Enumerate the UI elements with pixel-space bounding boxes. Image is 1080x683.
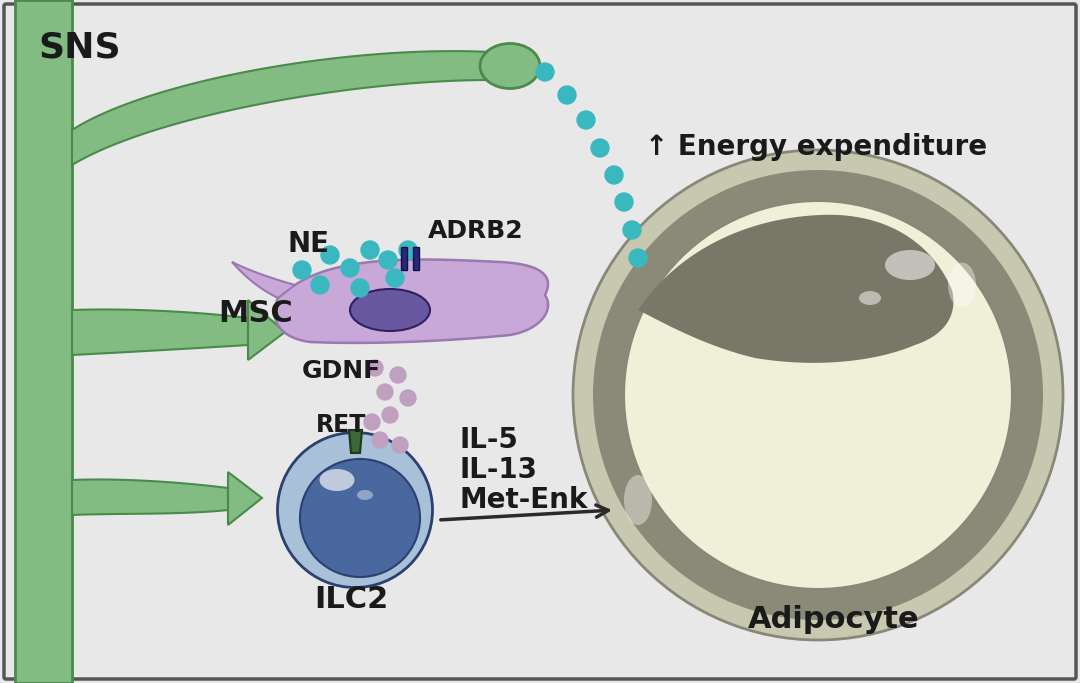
FancyArrowPatch shape [441, 505, 608, 520]
Ellipse shape [624, 201, 1012, 589]
Circle shape [386, 269, 404, 287]
Polygon shape [15, 0, 72, 683]
Ellipse shape [350, 289, 430, 331]
Text: MSC: MSC [218, 299, 293, 328]
Circle shape [382, 407, 399, 423]
Circle shape [377, 384, 393, 400]
Ellipse shape [300, 459, 420, 577]
Polygon shape [72, 309, 248, 355]
Circle shape [379, 251, 397, 269]
Circle shape [399, 241, 417, 259]
Ellipse shape [624, 475, 652, 525]
Circle shape [372, 432, 388, 448]
Circle shape [605, 166, 623, 184]
Ellipse shape [278, 432, 432, 587]
Polygon shape [638, 214, 954, 363]
Circle shape [293, 261, 311, 279]
Text: IL-13: IL-13 [460, 456, 538, 484]
FancyBboxPatch shape [402, 247, 407, 270]
Text: Met-Enk: Met-Enk [460, 486, 589, 514]
Polygon shape [232, 262, 295, 298]
Text: IL-5: IL-5 [460, 426, 518, 454]
Polygon shape [72, 479, 228, 515]
Circle shape [615, 193, 633, 211]
Circle shape [351, 279, 369, 297]
Text: ↑ Energy expenditure: ↑ Energy expenditure [645, 133, 987, 161]
Ellipse shape [480, 44, 540, 89]
Ellipse shape [859, 291, 881, 305]
Circle shape [390, 367, 406, 383]
Ellipse shape [948, 262, 976, 307]
Polygon shape [72, 51, 490, 165]
FancyBboxPatch shape [4, 4, 1076, 679]
Ellipse shape [885, 250, 935, 280]
Circle shape [321, 246, 339, 264]
FancyBboxPatch shape [414, 247, 419, 270]
Ellipse shape [357, 490, 373, 500]
Polygon shape [349, 430, 362, 453]
Text: RET: RET [316, 413, 366, 437]
Circle shape [591, 139, 609, 157]
Circle shape [311, 276, 329, 294]
Circle shape [400, 390, 416, 406]
Circle shape [361, 241, 379, 259]
Text: SNS: SNS [38, 31, 121, 65]
Polygon shape [248, 300, 285, 360]
Circle shape [364, 414, 380, 430]
Text: GDNF: GDNF [302, 359, 381, 383]
Circle shape [367, 360, 383, 376]
Text: ILC2: ILC2 [314, 585, 388, 614]
Ellipse shape [573, 150, 1063, 640]
Circle shape [577, 111, 595, 129]
Ellipse shape [593, 170, 1043, 620]
Circle shape [341, 259, 359, 277]
Text: NE: NE [288, 230, 330, 258]
Text: Adipocyte: Adipocyte [748, 605, 920, 634]
Circle shape [536, 63, 554, 81]
Polygon shape [228, 472, 262, 525]
Ellipse shape [320, 469, 354, 491]
Circle shape [392, 437, 408, 453]
Circle shape [629, 249, 647, 267]
Circle shape [558, 86, 576, 104]
Polygon shape [274, 260, 548, 343]
Circle shape [623, 221, 642, 239]
Text: ADRB2: ADRB2 [428, 219, 524, 243]
